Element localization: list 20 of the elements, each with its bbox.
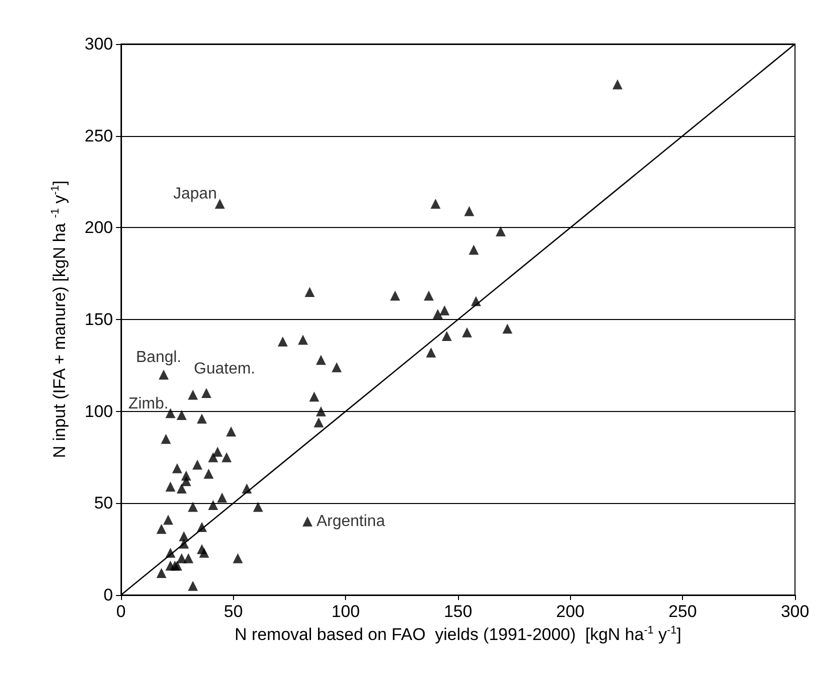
y-tick-label: 300	[84, 34, 113, 54]
annotation: Argentina	[316, 513, 386, 530]
annotation: Zimb.	[128, 396, 168, 413]
annotation: Guatem.	[194, 360, 256, 378]
y-tick-label: 0	[104, 586, 113, 604]
y-tick-label: 150	[84, 310, 113, 329]
x-tick-label: 0	[116, 602, 126, 621]
x-tick-label: 50	[224, 602, 243, 621]
y-tick-label: 250	[84, 126, 113, 146]
x-tick-label: 300	[780, 602, 810, 621]
y-axis-title: N input (IFA + manure) [kgN ha -1 y-1]	[50, 180, 69, 458]
x-tick-label: 250	[668, 602, 697, 621]
y-tick-label: 200	[84, 218, 113, 238]
x-tick-label: 200	[556, 602, 585, 621]
x-tick-label: 100	[331, 602, 360, 621]
annotation: Japan	[173, 185, 217, 202]
y-tick-label: 100	[84, 402, 113, 421]
annotation: Bangl.	[136, 349, 182, 366]
x-tick-label: 150	[444, 602, 472, 621]
y-tick-label: 50	[94, 494, 113, 513]
